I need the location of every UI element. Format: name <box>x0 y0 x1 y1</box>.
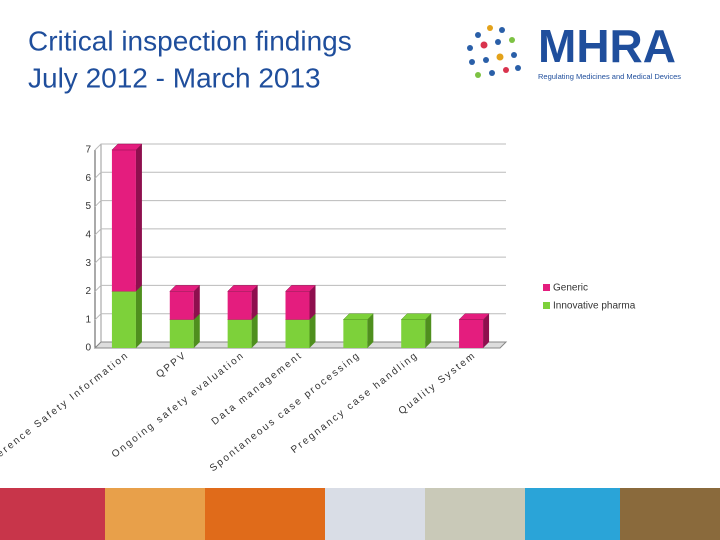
legend-swatch <box>543 302 550 309</box>
title-line: Critical inspection findings <box>28 25 352 56</box>
bar-side <box>251 313 258 348</box>
legend-label: Innovative pharma <box>553 301 636 312</box>
logo-dots <box>467 25 521 78</box>
bar-top <box>400 313 432 320</box>
bar-side <box>483 313 490 348</box>
bar-side <box>251 285 258 320</box>
y-tick-label: 0 <box>85 343 91 354</box>
bar-segment <box>111 291 136 348</box>
logo-tagline: Regulating Medicines and Medical Devices <box>538 72 681 81</box>
legend-label: Generic <box>553 283 588 294</box>
y-tick-label: 1 <box>85 314 91 325</box>
bar-side <box>309 313 316 348</box>
y-tick-label: 3 <box>85 258 91 269</box>
bar-segment <box>285 319 310 348</box>
y-tick-label: 6 <box>85 173 91 184</box>
bar-segment <box>227 291 252 320</box>
bar-segment <box>111 150 136 292</box>
bar-side <box>135 285 142 348</box>
bar-side <box>193 313 200 348</box>
bar-side <box>193 285 200 320</box>
bar-top <box>458 313 490 320</box>
grid-line <box>94 284 506 292</box>
legend-swatch <box>543 284 550 291</box>
bar-segment <box>401 319 426 348</box>
bar-segment <box>169 319 194 348</box>
y-tick-label: 7 <box>85 145 91 156</box>
grid-line <box>94 228 506 236</box>
grid-line <box>94 200 506 207</box>
bar-top <box>169 285 201 292</box>
bar-segment <box>227 319 252 348</box>
logo-name: MHRA <box>538 20 676 72</box>
bar-segment <box>169 291 194 320</box>
bar-side <box>309 285 316 320</box>
y-tick-label: 4 <box>85 229 91 240</box>
bar-top <box>342 313 374 320</box>
y-tick-label: 5 <box>85 201 91 212</box>
x-tick-label: Pregnancy case handling <box>289 350 421 456</box>
bar-side <box>367 313 374 348</box>
bar-top <box>111 143 143 151</box>
x-tick-label: QPPV <box>154 350 189 381</box>
title-line: July 2012 - March 2013 <box>28 62 321 93</box>
bar-segment <box>343 319 368 348</box>
grid-line <box>94 256 506 264</box>
y-tick-label: 2 <box>85 286 91 297</box>
bar-side <box>135 144 142 292</box>
grid-line <box>94 171 506 179</box>
photo-strip <box>0 488 720 540</box>
grid-line <box>94 143 506 151</box>
bar-top <box>284 285 317 292</box>
bar-side <box>425 313 432 348</box>
bar-top <box>227 285 259 292</box>
bar-segment <box>459 319 484 348</box>
bar-segment <box>285 291 310 320</box>
